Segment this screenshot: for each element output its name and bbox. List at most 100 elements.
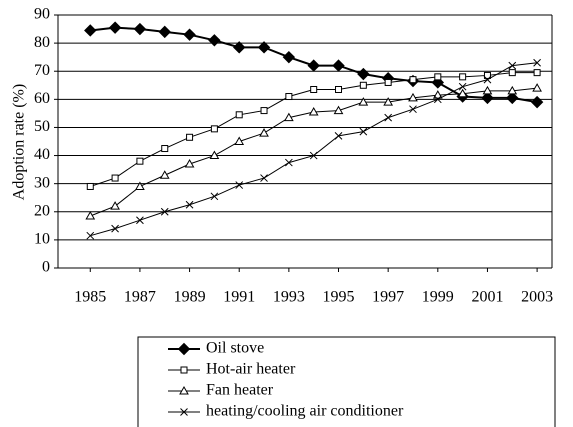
marker [383, 97, 394, 106]
marker [259, 128, 269, 137]
marker [359, 127, 368, 136]
marker [260, 107, 268, 115]
marker [432, 90, 443, 99]
marker [483, 71, 491, 79]
marker [482, 85, 493, 95]
x-tick-label: 1995 [323, 289, 355, 306]
marker [508, 69, 516, 77]
legend-label: Hot-air heater [206, 361, 296, 378]
marker [108, 21, 122, 34]
legend-label: Fan heater [206, 382, 274, 399]
marker [284, 112, 294, 122]
marker [332, 59, 345, 72]
marker [110, 201, 120, 210]
x-tick-label: 1993 [273, 289, 305, 306]
x-tick-label: 1985 [74, 289, 106, 306]
x-tick-label: 1987 [124, 289, 156, 306]
x-tick-label: 1989 [174, 289, 206, 306]
marker [457, 88, 468, 98]
marker [333, 105, 344, 115]
marker [308, 106, 319, 116]
marker [158, 25, 171, 39]
y-tick-label: 10 [34, 231, 50, 248]
marker [384, 78, 392, 86]
marker [159, 170, 170, 179]
marker [260, 174, 268, 182]
legend-marker [180, 408, 188, 416]
x-tick-label: 2003 [521, 289, 553, 306]
marker [233, 41, 246, 54]
marker [136, 216, 144, 225]
marker [234, 136, 245, 145]
marker [481, 91, 494, 105]
marker [85, 210, 96, 220]
marker [208, 34, 221, 47]
marker [507, 85, 518, 95]
marker [433, 95, 442, 104]
marker [86, 182, 94, 190]
y-tick-label: 70 [34, 62, 50, 79]
marker [185, 200, 194, 209]
marker [86, 231, 95, 240]
marker [434, 73, 442, 81]
x-tick-label: 1997 [372, 289, 404, 306]
marker [335, 85, 343, 93]
marker [459, 73, 467, 81]
marker [161, 145, 169, 153]
x-tick-label: 1999 [422, 289, 454, 306]
legend-marker [180, 366, 188, 374]
marker [235, 181, 244, 189]
y-tick-label: 30 [34, 174, 50, 191]
x-tick-label: 1991 [223, 289, 255, 306]
marker [408, 92, 418, 102]
marker [508, 61, 517, 70]
y-axis-label: Adoption rate (%) [11, 84, 28, 200]
marker [210, 125, 218, 133]
y-tick-label: 90 [34, 6, 50, 23]
x-tick-label: 2001 [471, 289, 503, 306]
marker [307, 59, 320, 72]
marker [533, 58, 541, 67]
marker [136, 157, 144, 165]
marker [209, 150, 220, 160]
marker [186, 133, 194, 141]
marker [111, 174, 119, 182]
marker [160, 207, 169, 216]
marker [285, 158, 293, 167]
legend-box [137, 336, 556, 427]
marker [309, 151, 318, 160]
marker [257, 41, 271, 54]
y-tick-label: 80 [34, 34, 50, 51]
marker [135, 181, 145, 190]
marker [506, 91, 519, 105]
marker [384, 113, 393, 122]
marker [184, 158, 195, 168]
y-tick-label: 60 [34, 90, 50, 107]
marker [183, 28, 196, 41]
marker [409, 105, 417, 114]
marker [358, 97, 369, 106]
marker [210, 192, 219, 201]
marker [310, 85, 318, 93]
y-tick-label: 50 [34, 118, 50, 135]
marker [359, 81, 367, 89]
y-tick-label: 0 [42, 259, 50, 276]
marker [334, 132, 343, 140]
marker [530, 95, 544, 109]
marker [533, 69, 541, 77]
marker [84, 24, 97, 37]
marker [282, 50, 296, 64]
marker [357, 67, 370, 81]
marker [111, 224, 119, 233]
y-tick-label: 20 [34, 202, 50, 219]
legend-marker [177, 342, 191, 356]
marker [133, 22, 147, 36]
marker [483, 75, 492, 84]
marker [285, 93, 293, 101]
legend-marker [179, 385, 189, 395]
marker [409, 76, 417, 84]
marker [532, 83, 542, 92]
legend-label: Oil stove [206, 340, 264, 357]
marker [235, 111, 243, 119]
legend-label: heating/cooling air conditioner [206, 403, 404, 420]
